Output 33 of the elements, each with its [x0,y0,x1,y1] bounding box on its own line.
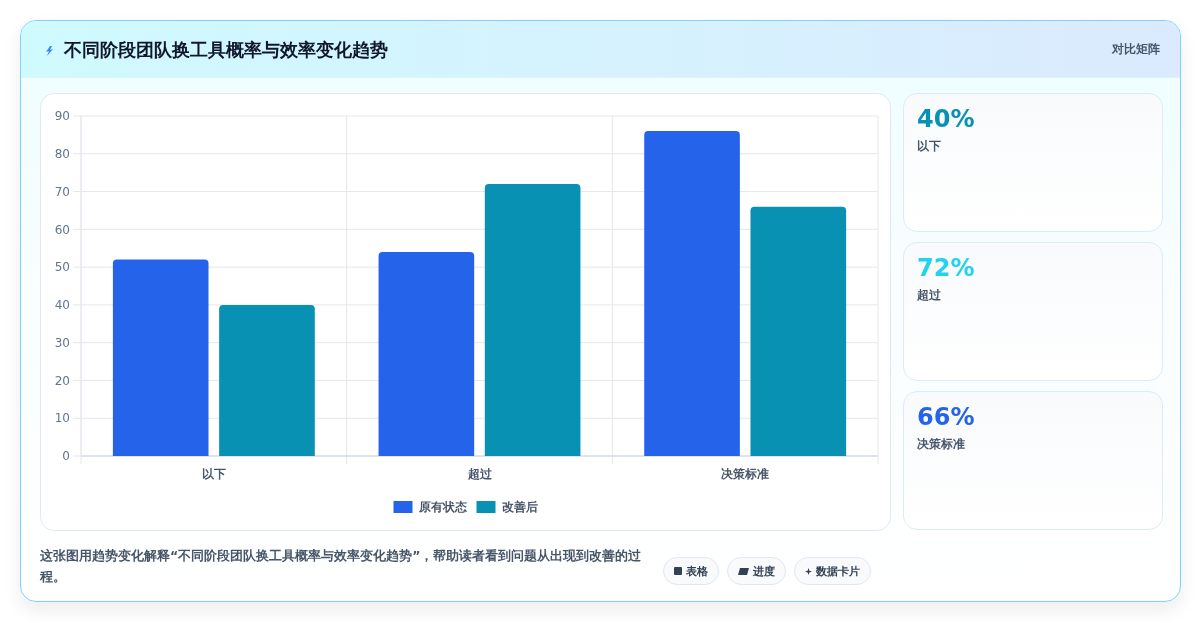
y-tick-label: 30 [54,335,70,350]
x-tick-label: 决策标准 [721,467,770,482]
y-tick-label: 80 [54,146,70,161]
text: 进度 [753,563,775,579]
text: 表格 [686,563,708,579]
bar [644,131,740,456]
bar [750,206,847,456]
bar [219,304,315,456]
y-tick-label: 10 [54,411,70,426]
text: 这张图用趋势变化解释“不同阶段团队换工具概率与效率变化趋势”，帮助读者看到问题从出现到改善的过程。 [40,547,643,586]
y-tick-label: 70 [54,184,70,199]
y-tick-label: 60 [54,222,70,237]
bar [378,252,475,456]
y-tick-label: 0 [62,449,70,464]
chart-title: 不同阶段团队换工具概率与效率变化趋势 [64,38,388,62]
bar [484,184,581,456]
text: 40% [917,105,975,133]
legend-label: 改善后 [501,500,538,515]
text: 超过 [917,287,941,303]
text: 数据卡片 [816,563,860,579]
y-tick-label: 50 [54,260,70,275]
text: 对比矩阵 [1112,41,1160,58]
legend-label: 原有状态 [417,500,468,515]
text: 决策标准 [917,436,965,452]
text: 66% [917,403,975,431]
text: 72% [917,254,975,282]
bar [112,259,209,456]
text: 以下 [917,138,941,154]
y-tick-label: 20 [54,373,70,388]
y-tick-label: 40 [54,298,70,313]
x-tick-label: 以下 [201,467,226,482]
x-tick-label: 超过 [466,467,493,482]
y-tick-label: 90 [54,109,70,124]
